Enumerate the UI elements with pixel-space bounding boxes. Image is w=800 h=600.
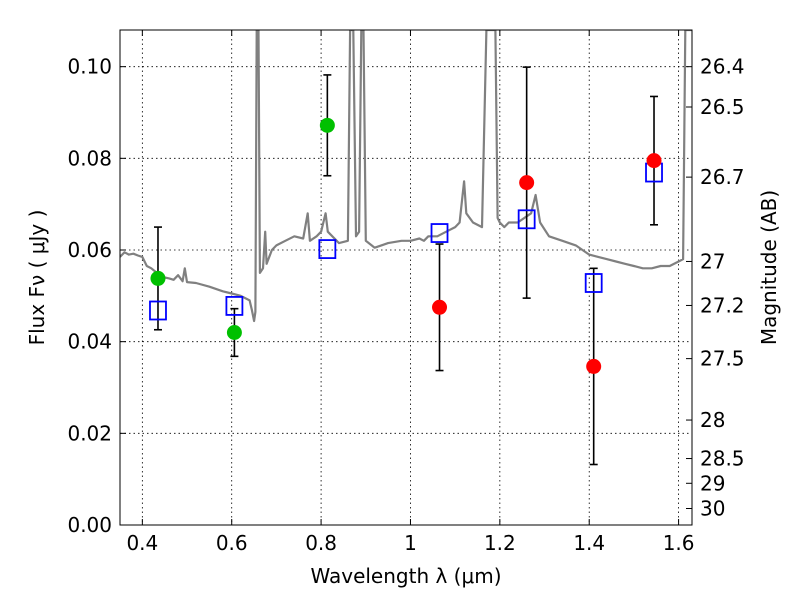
model-square-marker — [584, 273, 603, 293]
model-square-marker — [149, 300, 167, 321]
x-tick-label: 0.4 — [126, 531, 158, 555]
mag-tick-label: 29 — [700, 471, 725, 495]
red-point-marker — [519, 175, 535, 191]
axes-layer: 0.4 0.6 0.8 1 1.2 1.4 1.6 0.00 0.02 0.04 0.06 0.08 0… — [67, 29, 745, 555]
mag-tick-label: 30 — [700, 497, 725, 521]
mag-tick-label: 27.5 — [700, 347, 745, 371]
x-tick-label: 0.6 — [216, 531, 248, 555]
x-tick-label: 0.8 — [305, 531, 337, 555]
mag-tick-label: 27 — [700, 249, 725, 273]
x-axis-label: Wavelength λ (μm) — [310, 564, 501, 588]
green-point-marker — [319, 117, 335, 133]
red-point-marker — [586, 358, 602, 374]
y-tick-label: 0.04 — [67, 330, 112, 354]
model-square-marker — [318, 239, 337, 259]
mag-tick-label: 28.5 — [700, 447, 745, 471]
green-point-marker — [226, 325, 242, 340]
x-tick-label: 1.2 — [484, 531, 516, 555]
data-points-layer — [149, 117, 663, 374]
grid-layer — [120, 30, 692, 526]
y-tick-label: 0.00 — [67, 513, 112, 537]
y-tick-label: 0.10 — [67, 55, 112, 79]
x-tick-label: 1.6 — [663, 531, 695, 555]
red-point-marker — [432, 299, 448, 315]
x-tick-label: 1.4 — [573, 531, 605, 555]
model-square-marker — [225, 296, 244, 316]
mag-tick-label: 28 — [700, 408, 725, 432]
mag-tick-label: 26.4 — [700, 55, 745, 79]
x-tick-label: 1 — [404, 531, 417, 555]
y-tick-label: 0.02 — [67, 421, 112, 445]
plot-frame — [119, 29, 693, 526]
y-tick-label: 0.08 — [67, 146, 112, 170]
green-point-marker — [150, 270, 166, 286]
y-tick-label: 0.06 — [67, 238, 112, 262]
errorbar-layer — [153, 66, 659, 466]
model-square-marker — [517, 209, 536, 230]
y-axis-label: Flux Fν ( μJy ) — [25, 210, 49, 346]
model-square-marker — [430, 223, 449, 243]
model-spectrum-layer — [120, 30, 692, 323]
model-spectrum-line — [120, 30, 692, 323]
mag-tick-label: 26.5 — [700, 95, 745, 119]
mag-tick-label: 26.7 — [700, 165, 745, 189]
mag-tick-label: 27.2 — [700, 293, 745, 317]
red-point-marker — [646, 153, 662, 169]
y2-axis-label: Magnitude (AB) — [757, 190, 781, 345]
